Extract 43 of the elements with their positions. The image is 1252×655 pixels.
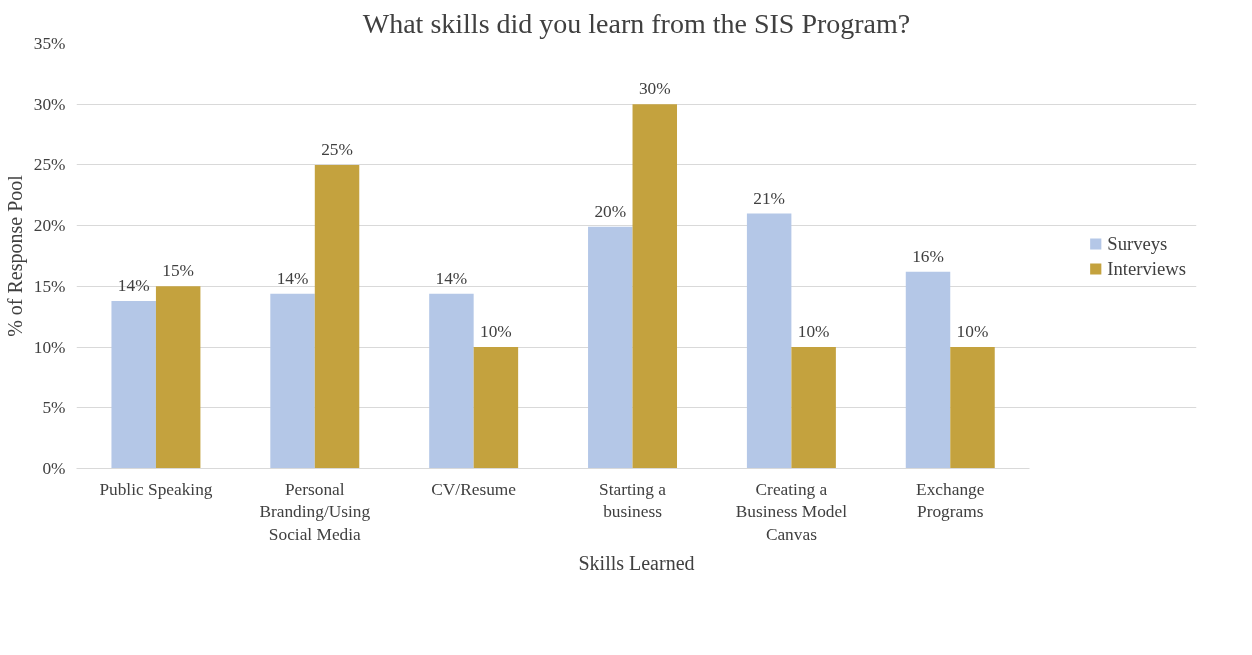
x-tick-label: Exchange Programs <box>916 479 985 522</box>
chart-title: What skills did you learn from the SIS Program? <box>362 7 911 39</box>
legend-label: Interviews <box>1107 257 1186 279</box>
y-tick-label: 30% <box>33 94 66 114</box>
y-tick-label: 0% <box>42 459 66 478</box>
data-label: 15% <box>162 261 195 281</box>
y-tick-label: 5% <box>42 398 66 418</box>
bar <box>473 347 519 469</box>
bar <box>950 347 995 469</box>
y-tick-label: 20% <box>33 216 66 236</box>
legend-label: Surveys <box>1107 232 1168 254</box>
data-label: 16% <box>912 246 944 266</box>
bar <box>588 226 633 469</box>
bar <box>746 213 792 469</box>
x-tick-label: Public Speaking <box>99 479 213 499</box>
y-axis-title: % of Response Pool <box>3 174 27 337</box>
data-label: 10% <box>480 322 512 342</box>
data-label: 30% <box>638 79 671 99</box>
data-label: 21% <box>753 188 786 208</box>
bar <box>314 164 360 469</box>
x-tick-label: Creating a Business Model Canvas <box>735 479 848 545</box>
bar <box>429 293 474 469</box>
bar <box>155 286 201 469</box>
bar <box>111 300 156 469</box>
data-label: 14% <box>276 268 309 288</box>
x-axis-title: Skills Learned <box>578 552 695 575</box>
data-label: 14% <box>117 275 150 295</box>
data-label: 10% <box>956 322 989 342</box>
bar <box>270 293 315 469</box>
y-tick-label: 15% <box>33 276 66 296</box>
bar <box>791 347 836 469</box>
bar <box>905 271 951 469</box>
y-tick-label: 10% <box>33 337 66 357</box>
data-label: 10% <box>797 322 830 342</box>
x-tick-label: Personal Branding/Using Social Media <box>259 479 371 545</box>
y-tick-label: 25% <box>33 155 66 175</box>
x-tick-label: Starting a business <box>599 479 667 522</box>
data-label: 25% <box>321 139 353 159</box>
y-tick-label: 35% <box>33 34 66 53</box>
x-tick-label: CV/Resume <box>431 479 517 499</box>
data-label: 20% <box>594 201 627 221</box>
bar <box>632 104 678 469</box>
data-label: 14% <box>435 268 468 288</box>
